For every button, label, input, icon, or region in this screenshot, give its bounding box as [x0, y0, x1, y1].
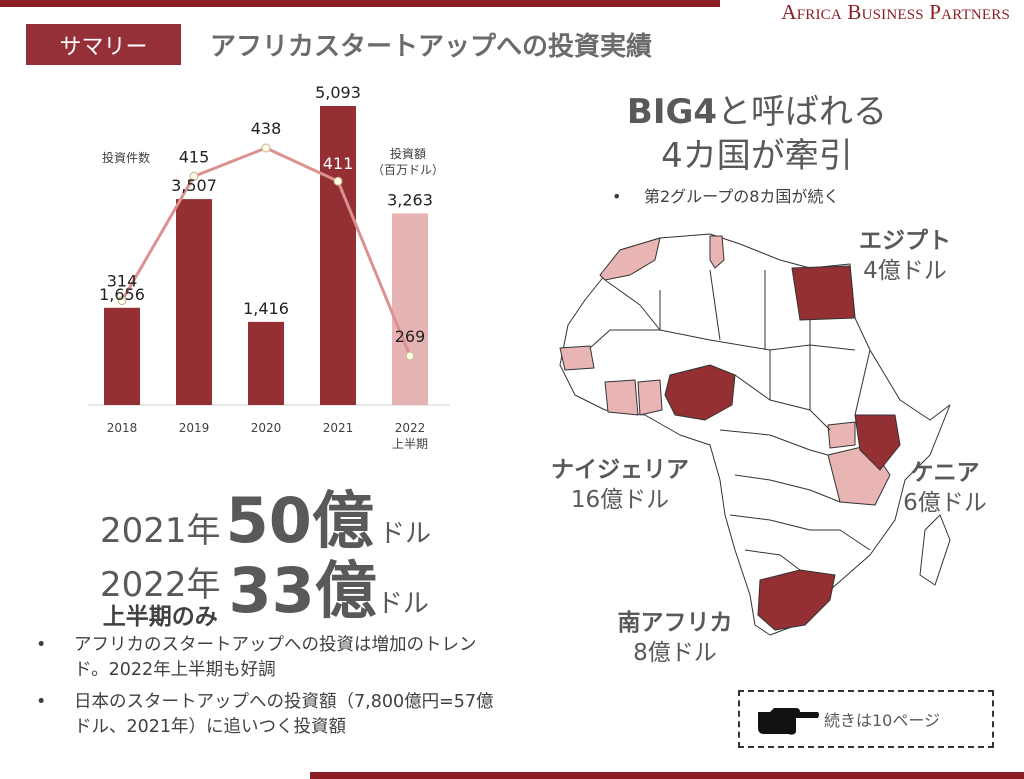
highlight-2022-unit: ドル: [376, 589, 429, 619]
big4-heading: BIG4と呼ばれる 4カ国が牽引: [612, 90, 902, 178]
country-egypt: エジプト 4億ドル: [850, 226, 960, 286]
map-south-africa: [757, 569, 836, 631]
country-name: ケニア: [910, 460, 980, 486]
country-amount: 16億ドル: [570, 487, 670, 513]
map-uganda: [827, 421, 856, 449]
bar-value-label: 1,656: [99, 285, 145, 304]
country-amount: 4億ドル: [863, 258, 947, 284]
next-page-link[interactable]: 続きは10ページ: [738, 690, 994, 748]
map-ghana: [604, 379, 639, 416]
big4-rest: と呼ばれる: [717, 92, 888, 132]
brand-logo: Africa Business Partners: [781, 0, 1010, 24]
x-tick-label: 2020: [251, 421, 282, 435]
country-nigeria: ナイジェリア 16億ドル: [538, 455, 702, 515]
group2-note-text: 第2グループの8カ国が続く: [644, 187, 840, 206]
group2-note: • 第2グループの8カ国が続く: [612, 187, 840, 206]
country-name: エジプト: [859, 228, 951, 254]
bottom-rule: [310, 772, 1024, 779]
bar-value-label: 1,416: [243, 299, 289, 318]
map-egypt: [791, 265, 856, 321]
page-title: アフリカスタートアップへの投資実績: [210, 32, 653, 62]
bar-value-label: 3,263: [387, 190, 433, 209]
country-amount: 8億ドル: [633, 640, 717, 666]
next-page-label: 続きは10ページ: [824, 711, 941, 730]
x-tick-label: 2018: [107, 421, 138, 435]
count-value-label: 411: [323, 154, 354, 173]
legend-amount: 投資額: [390, 146, 426, 161]
highlight-2022-year: 2022年: [100, 565, 221, 606]
africa-map: [559, 233, 951, 636]
x-tick-label: 上半期: [392, 437, 428, 451]
highlight-2021-amount: 50億: [225, 484, 374, 557]
highlight-2022: 2022年 上半期のみ 33億ドル: [100, 540, 429, 630]
map-cote-divoire: [637, 379, 663, 416]
bullet-item: 日本のスタートアップへの投資額（7,800億円=57億ドル、2021年）に追いつ…: [30, 690, 510, 740]
x-tick-label: 2019: [179, 421, 210, 435]
legend-count: 投資件数: [102, 150, 150, 165]
bar: [392, 213, 428, 405]
map-kenya: [854, 414, 901, 471]
bar: [248, 321, 284, 405]
bar: [176, 199, 212, 405]
map-madagascar: [919, 514, 951, 586]
highlight-2021-year: 2021年: [100, 511, 221, 551]
count-point: [261, 143, 271, 153]
pointing-hand-icon: [758, 708, 819, 735]
x-tick-label: 2022: [395, 421, 426, 435]
highlight-2022-amount: 33億: [228, 554, 377, 627]
map-nigeria: [664, 364, 736, 421]
highlight-2021-unit: ドル: [379, 519, 432, 549]
count-value-label: 438: [251, 119, 282, 138]
big4-bold: BIG4: [626, 92, 718, 132]
x-tick-label: 2021: [323, 421, 354, 435]
big4-line2: 4カ国が牽引: [661, 136, 853, 176]
bar-value-label: 5,093: [315, 83, 361, 102]
country-amount: 6億ドル: [903, 490, 987, 516]
top-rule: [0, 0, 720, 7]
investment-chart: 1,656 3,507 1,416 5,093 3,263 314 415 438 411 269…: [0, 70, 520, 460]
country-kenya: ケニア 6億ドル: [890, 458, 1000, 518]
count-point: [405, 351, 415, 361]
bullet-list: アフリカのスタートアップへの投資は増加のトレンド。2022年上半期も好調 日本の…: [30, 633, 510, 747]
map-senegal: [559, 345, 595, 371]
map-morocco: [599, 237, 661, 281]
country-name: ナイジェリア: [551, 457, 689, 483]
legend-amount-unit: （百万ドル）: [372, 163, 444, 177]
bar: [320, 106, 356, 405]
highlight-2021: 2021年 50億 ドル: [100, 470, 431, 560]
highlight-2022-sub: 上半期のみ: [102, 603, 218, 630]
country-name: 南アフリカ: [617, 610, 733, 636]
count-point: [333, 176, 343, 186]
count-point: [189, 171, 199, 181]
count-value-label: 269: [395, 327, 426, 346]
count-point: [117, 296, 127, 306]
bar: [104, 307, 140, 405]
count-value-label: 415: [179, 147, 210, 166]
bar-value-label: 3,507: [171, 176, 217, 195]
count-value-label: 314: [107, 272, 138, 291]
country-south-africa: 南アフリカ 8億ドル: [604, 608, 746, 668]
section-tag: サマリー: [26, 24, 181, 65]
map-tunisia: [709, 235, 725, 269]
bullet-item: アフリカのスタートアップへの投資は増加のトレンド。2022年上半期も好調: [30, 633, 510, 683]
